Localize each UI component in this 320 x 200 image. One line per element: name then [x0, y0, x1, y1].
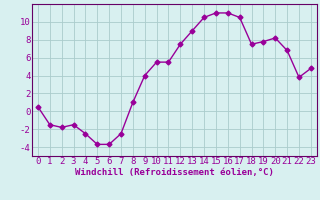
X-axis label: Windchill (Refroidissement éolien,°C): Windchill (Refroidissement éolien,°C): [75, 168, 274, 177]
